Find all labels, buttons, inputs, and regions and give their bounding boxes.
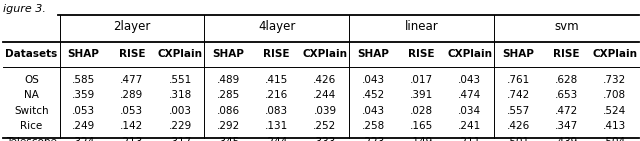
Text: .043: .043 (458, 75, 481, 85)
Text: .053: .053 (120, 106, 143, 116)
Text: .732: .732 (603, 75, 626, 85)
Text: .708: .708 (603, 90, 626, 100)
Text: .285: .285 (217, 90, 240, 100)
Text: .415: .415 (265, 75, 289, 85)
Text: Datasets: Datasets (5, 49, 58, 59)
Text: SHAP: SHAP (68, 49, 100, 59)
Text: linear: linear (404, 20, 438, 33)
Text: .504: .504 (603, 137, 626, 141)
Text: .149: .149 (410, 137, 433, 141)
Text: .292: .292 (217, 121, 240, 131)
Text: .524: .524 (603, 106, 626, 116)
Text: CXPlain: CXPlain (157, 49, 203, 59)
Text: svm: svm (554, 20, 579, 33)
Text: OS: OS (24, 75, 39, 85)
Text: .039: .039 (314, 106, 337, 116)
Text: 2layer: 2layer (113, 20, 150, 33)
Text: .359: .359 (72, 90, 95, 100)
Text: .083: .083 (265, 106, 288, 116)
Text: .347: .347 (555, 121, 578, 131)
Text: .028: .028 (410, 106, 433, 116)
Text: .426: .426 (314, 75, 337, 85)
Text: .165: .165 (410, 121, 433, 131)
Text: RISE: RISE (118, 49, 145, 59)
Text: RISE: RISE (553, 49, 580, 59)
Text: .053: .053 (72, 106, 95, 116)
Text: .043: .043 (362, 75, 385, 85)
Text: SHAP: SHAP (212, 49, 244, 59)
Text: .249: .249 (72, 121, 95, 131)
Text: .213: .213 (120, 137, 143, 141)
Text: .086: .086 (217, 106, 240, 116)
Text: .211: .211 (458, 137, 481, 141)
Text: .489: .489 (217, 75, 240, 85)
Text: .653: .653 (555, 90, 578, 100)
Text: .223: .223 (362, 137, 385, 141)
Text: .628: .628 (555, 75, 578, 85)
Text: .244: .244 (265, 137, 289, 141)
Text: CXPlain: CXPlain (447, 49, 492, 59)
Text: SHAP: SHAP (357, 49, 389, 59)
Text: Rice: Rice (20, 121, 42, 131)
Text: .318: .318 (168, 90, 192, 100)
Text: .317: .317 (168, 137, 192, 141)
Text: .391: .391 (410, 90, 433, 100)
Text: .452: .452 (362, 90, 385, 100)
Text: .413: .413 (603, 121, 626, 131)
Text: CXPlain: CXPlain (592, 49, 637, 59)
Text: .324: .324 (72, 137, 95, 141)
Text: .742: .742 (506, 90, 530, 100)
Text: .477: .477 (120, 75, 143, 85)
Text: NA: NA (24, 90, 39, 100)
Text: Switch: Switch (14, 106, 49, 116)
Text: .034: .034 (458, 106, 481, 116)
Text: .551: .551 (168, 75, 192, 85)
Text: .557: .557 (506, 106, 530, 116)
Text: .241: .241 (458, 121, 481, 131)
Text: igure 3.: igure 3. (3, 4, 46, 14)
Text: .333: .333 (314, 137, 337, 141)
Text: Telescope: Telescope (6, 137, 57, 141)
Text: .345: .345 (217, 137, 240, 141)
Text: .131: .131 (265, 121, 289, 131)
Text: .252: .252 (314, 121, 337, 131)
Text: .216: .216 (265, 90, 289, 100)
Text: .501: .501 (506, 137, 530, 141)
Text: .289: .289 (120, 90, 143, 100)
Text: SHAP: SHAP (502, 49, 534, 59)
Text: .003: .003 (169, 106, 192, 116)
Text: .439: .439 (555, 137, 578, 141)
Text: .258: .258 (362, 121, 385, 131)
Text: CXPlain: CXPlain (303, 49, 348, 59)
Text: .017: .017 (410, 75, 433, 85)
Text: 4layer: 4layer (258, 20, 296, 33)
Text: .229: .229 (168, 121, 192, 131)
Text: .585: .585 (72, 75, 95, 85)
Text: .474: .474 (458, 90, 481, 100)
Text: .426: .426 (506, 121, 530, 131)
Text: RISE: RISE (264, 49, 290, 59)
Text: .043: .043 (362, 106, 385, 116)
Text: .142: .142 (120, 121, 143, 131)
Text: .761: .761 (506, 75, 530, 85)
Text: RISE: RISE (408, 49, 435, 59)
Text: .244: .244 (314, 90, 337, 100)
Text: .472: .472 (555, 106, 578, 116)
